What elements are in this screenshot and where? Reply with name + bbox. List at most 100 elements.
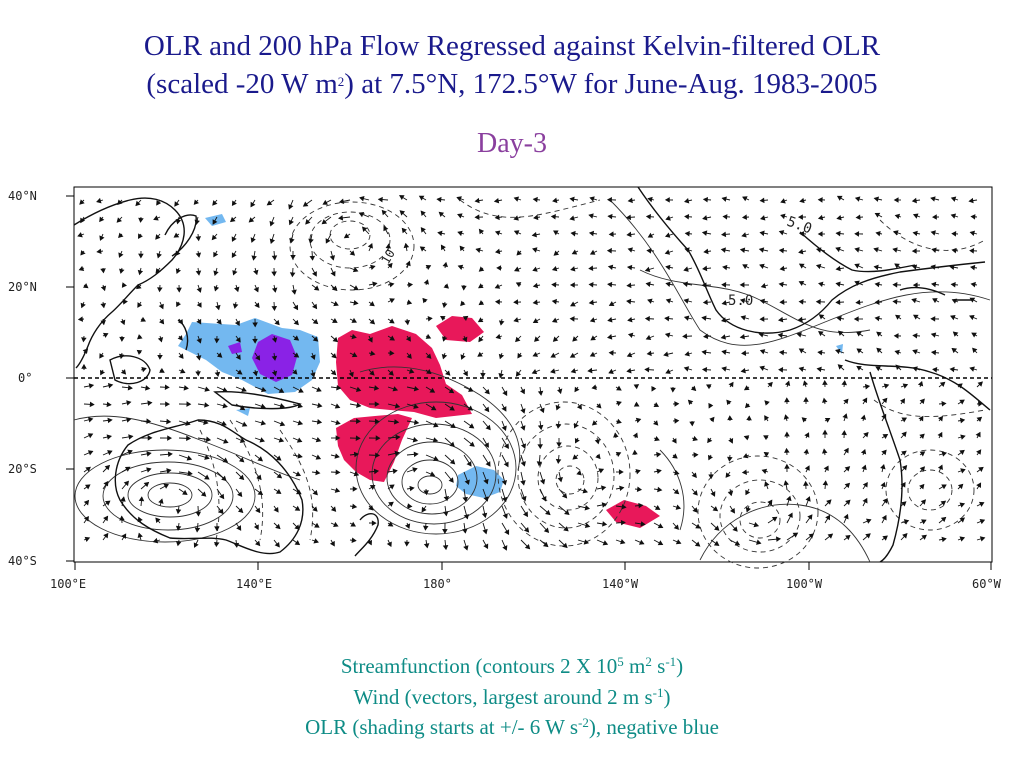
wind-vector-head bbox=[822, 429, 828, 435]
wind-vector-head bbox=[81, 337, 87, 343]
wind-vector-head bbox=[532, 247, 538, 253]
wind-vector-head bbox=[836, 215, 842, 221]
wind-vector-head bbox=[572, 454, 578, 460]
caption-line2-sup: -1 bbox=[652, 685, 664, 700]
wind-vectors bbox=[77, 195, 986, 551]
wind-vector-head bbox=[369, 301, 375, 307]
wind-vector-head bbox=[176, 287, 182, 293]
wind-vector-head bbox=[608, 368, 614, 374]
wind-vector-head bbox=[784, 447, 790, 453]
wind-vector-head bbox=[485, 461, 491, 467]
wind-vector-head bbox=[195, 252, 202, 258]
wind-vector-head bbox=[104, 464, 111, 471]
wind-vector-head bbox=[231, 252, 237, 258]
wind-vector-head bbox=[315, 454, 322, 460]
wind-vector-head bbox=[204, 454, 210, 460]
wind-vector-head bbox=[356, 402, 362, 409]
wind-vector-head bbox=[665, 215, 671, 221]
wind-vector-head bbox=[822, 397, 828, 403]
wind-vector-head bbox=[882, 397, 888, 404]
wind-vector-head bbox=[532, 196, 538, 203]
wind-vector-head bbox=[941, 484, 947, 490]
wind-vector-head bbox=[375, 435, 381, 441]
wind-vector-head bbox=[911, 197, 917, 204]
wind-vector-head bbox=[638, 502, 644, 509]
wind-vector-head bbox=[803, 480, 809, 486]
wind-vector-head bbox=[387, 521, 394, 527]
wind-vector-head bbox=[353, 299, 359, 306]
wind-vector-head bbox=[495, 333, 501, 340]
wind-vector-head bbox=[442, 302, 448, 309]
olr-positive-south bbox=[336, 414, 412, 482]
wind-vector-head bbox=[329, 255, 336, 261]
map-frame bbox=[73, 186, 993, 563]
wind-vector-head bbox=[457, 264, 464, 270]
wind-vector-head bbox=[311, 303, 318, 310]
wind-vector-head bbox=[513, 317, 519, 323]
olr-positive-ne bbox=[436, 316, 484, 342]
caption-line3-sup: -2 bbox=[578, 715, 589, 730]
wind-vector-head bbox=[196, 287, 202, 293]
wind-vector-head bbox=[721, 196, 727, 202]
wind-vector-head bbox=[141, 367, 147, 373]
wind-vector-head bbox=[155, 517, 161, 523]
wind-vector-head bbox=[352, 486, 358, 492]
wind-vector-head bbox=[675, 504, 682, 510]
wind-vector-head bbox=[913, 314, 919, 320]
wind-vector-head bbox=[778, 230, 785, 236]
wind-vector-head bbox=[294, 505, 301, 511]
wind-vector-head bbox=[672, 453, 678, 459]
wind-vector-head bbox=[433, 455, 439, 462]
wind-vector-head bbox=[726, 399, 732, 406]
wind-vector-head bbox=[687, 399, 694, 406]
land-australia bbox=[114, 419, 304, 555]
wind-vector-head bbox=[467, 405, 474, 411]
wind-vector-head bbox=[77, 232, 83, 238]
wind-vector-head bbox=[818, 331, 824, 337]
wind-vector-head bbox=[137, 516, 143, 523]
wind-vector-head bbox=[186, 455, 193, 461]
wind-vector-head bbox=[462, 315, 469, 322]
wind-vector-head bbox=[137, 269, 144, 276]
wind-vector-head bbox=[119, 353, 125, 360]
wind-vector-head bbox=[783, 480, 789, 486]
wind-vector-head bbox=[449, 459, 456, 465]
wind-vector-head bbox=[911, 248, 917, 254]
wind-vector-head bbox=[77, 316, 84, 322]
wind-vector-head bbox=[377, 196, 383, 203]
wind-vector-head bbox=[334, 453, 340, 459]
land-gulf-coast bbox=[799, 231, 916, 273]
wind-vector-head bbox=[330, 270, 336, 277]
wind-vector-head bbox=[815, 263, 822, 270]
wind-vector-head bbox=[103, 515, 109, 522]
wind-vector-head bbox=[175, 250, 181, 257]
wind-vector-head bbox=[651, 386, 657, 392]
wind-vector-head bbox=[533, 214, 539, 221]
wind-vector-head bbox=[230, 216, 236, 223]
wind-vector-head bbox=[589, 249, 596, 255]
wind-vector-head bbox=[645, 213, 652, 220]
wind-vector-head bbox=[221, 420, 227, 426]
wind-vector-head bbox=[388, 501, 394, 507]
wind-vector-head bbox=[590, 335, 596, 341]
wind-vector-head bbox=[713, 540, 720, 546]
wind-vector-head bbox=[760, 283, 767, 289]
wind-vector-head bbox=[183, 385, 189, 391]
wind-vector-head bbox=[703, 248, 709, 255]
wind-vector-head bbox=[912, 282, 918, 288]
wind-vector-head bbox=[255, 355, 261, 361]
wind-vector-head bbox=[798, 263, 805, 269]
wind-vector-head bbox=[803, 448, 809, 454]
wind-vector-head bbox=[404, 541, 410, 547]
wind-vector-head bbox=[727, 415, 733, 421]
wind-vector-head bbox=[627, 247, 633, 253]
wind-vector-head bbox=[740, 367, 746, 374]
lat-label-20s: 20°S bbox=[8, 462, 37, 476]
wind-vector-head bbox=[460, 354, 466, 360]
olr-negative-south-pacific bbox=[456, 466, 504, 498]
wind-vector-head bbox=[741, 350, 747, 356]
wind-vector-head bbox=[394, 403, 401, 409]
axis-ticks bbox=[66, 195, 992, 570]
wind-vector-head bbox=[780, 198, 786, 204]
wind-vector-head bbox=[175, 218, 182, 225]
